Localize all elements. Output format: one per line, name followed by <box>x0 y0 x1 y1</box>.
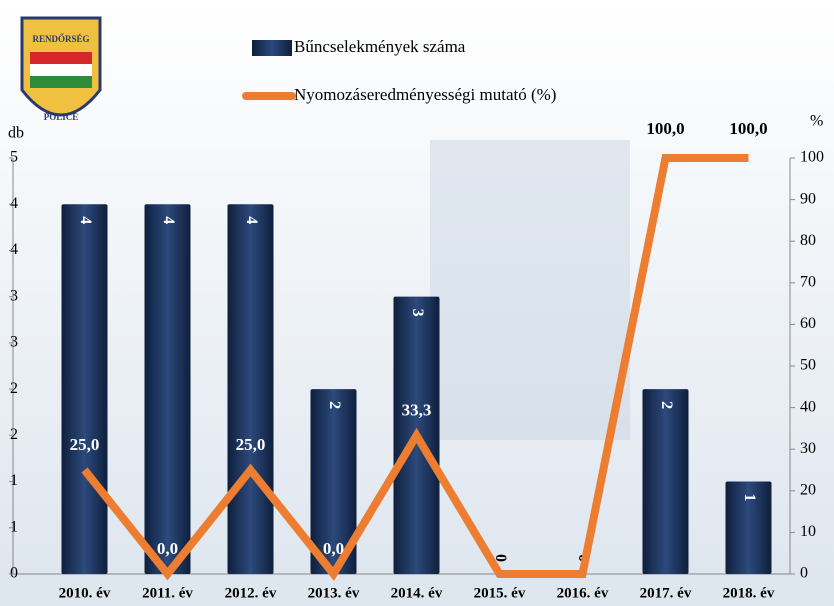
x-tick-label: 2014. év <box>391 585 443 601</box>
bar-label: 2 <box>658 401 675 409</box>
line-label: 0,0 <box>323 539 344 558</box>
legend-label: Bűncselekmények száma <box>294 37 466 56</box>
line-label: 33,3 <box>402 400 432 419</box>
line-label: 100,0 <box>646 119 684 138</box>
y2-tick-label: 30 <box>800 440 816 457</box>
line-label: 100,0 <box>729 119 767 138</box>
legend-label: Nyomozáseredményességi mutató (%) <box>294 85 556 104</box>
line-label: 25,0 <box>236 435 266 454</box>
y-tick-label: 1 <box>10 472 18 489</box>
x-tick-label: 2013. év <box>308 585 360 601</box>
bar <box>310 389 357 574</box>
y-tick-label: 4 <box>10 241 18 258</box>
building <box>430 140 630 440</box>
y-tick-label: 3 <box>10 334 18 351</box>
y-axis-label: db <box>8 125 24 142</box>
bar <box>642 389 689 574</box>
x-tick-label: 2016. év <box>557 585 609 601</box>
y2-tick-label: 40 <box>800 398 816 415</box>
y-tick-label: 3 <box>10 287 18 304</box>
bar <box>61 204 108 574</box>
y-tick-label: 2 <box>10 426 18 443</box>
y2-tick-label: 60 <box>800 315 816 332</box>
bar-label: 2 <box>326 401 343 409</box>
y2-tick-label: 100 <box>800 149 824 166</box>
y-tick-label: 2 <box>10 380 18 397</box>
bar-label: 0 <box>492 554 509 562</box>
legend-swatch <box>252 40 292 56</box>
bar-label: 3 <box>409 309 426 317</box>
bar-label: 4 <box>160 216 177 224</box>
x-tick-label: 2012. év <box>225 585 277 601</box>
bar <box>227 204 274 574</box>
y-tick-label: 5 <box>10 149 18 166</box>
y2-tick-label: 70 <box>800 273 816 290</box>
x-tick-label: 2018. év <box>723 585 775 601</box>
x-tick-label: 2011. év <box>142 585 193 601</box>
y2-tick-label: 10 <box>800 523 816 540</box>
bar-label: 4 <box>243 216 260 224</box>
y2-tick-label: 50 <box>800 357 816 374</box>
y-tick-label: 0 <box>10 565 18 582</box>
x-tick-label: 2015. év <box>474 585 526 601</box>
bar-label: 1 <box>741 494 758 502</box>
bar-label: 4 <box>77 216 94 224</box>
x-tick-label: 2010. év <box>59 585 111 601</box>
line-label: 0,0 <box>157 539 178 558</box>
line <box>81 154 749 582</box>
logo: RENDŐRSÉG POLICE <box>20 16 102 122</box>
logo-bottom: POLICE <box>44 112 79 122</box>
y-tick-label: 1 <box>10 518 18 535</box>
y2-tick-label: 90 <box>800 190 816 207</box>
y2-tick-label: 0 <box>800 565 808 582</box>
y2-tick-label: 20 <box>800 481 816 498</box>
y-tick-label: 4 <box>10 195 18 212</box>
bar <box>725 481 772 574</box>
x-tick-label: 2017. év <box>640 585 692 601</box>
logo-top: RENDŐRSÉG <box>32 34 89 44</box>
y2-axis-label: % <box>810 113 823 130</box>
line-label: 25,0 <box>70 435 100 454</box>
y2-tick-label: 80 <box>800 232 816 249</box>
bar <box>144 204 191 574</box>
